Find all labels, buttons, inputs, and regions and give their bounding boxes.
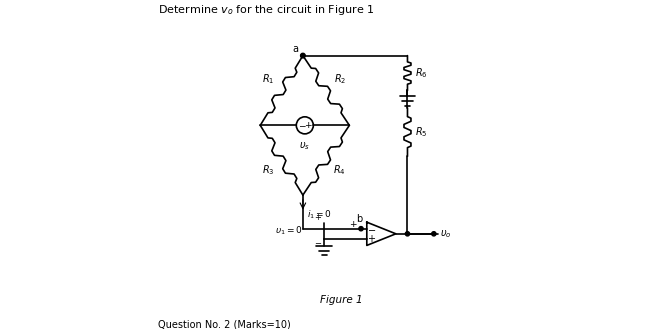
Text: a: a [292,44,298,54]
Text: −: − [298,121,305,130]
Text: $R_5$: $R_5$ [415,125,428,139]
Text: $\upsilon_o$: $\upsilon_o$ [440,228,452,240]
Circle shape [300,53,305,58]
Text: +: + [304,121,312,130]
Text: +: + [348,220,356,229]
Text: $R_4$: $R_4$ [333,163,346,177]
Text: Figure 1: Figure 1 [320,295,363,305]
Text: $\upsilon_s$: $\upsilon_s$ [300,140,310,152]
Text: Determine $v_o$ for the circuit in Figure 1: Determine $v_o$ for the circuit in Figur… [158,3,374,17]
Text: $R_2$: $R_2$ [333,72,346,86]
Text: $-$: $-$ [367,224,376,234]
Circle shape [432,232,436,236]
Text: $i_1 = 0$: $i_1 = 0$ [307,209,332,221]
Text: $\upsilon_1 = 0$: $\upsilon_1 = 0$ [275,224,303,237]
Text: $R_6$: $R_6$ [415,66,428,80]
Text: b: b [356,214,362,224]
Text: $+$: $+$ [368,233,376,244]
Text: +: + [314,213,321,222]
Text: $R_3$: $R_3$ [262,163,275,177]
Circle shape [359,227,363,231]
Text: Question No. 2 (Marks=10): Question No. 2 (Marks=10) [158,319,290,329]
Text: −: − [314,239,321,248]
Text: $R_1$: $R_1$ [262,72,274,86]
Circle shape [405,232,410,236]
